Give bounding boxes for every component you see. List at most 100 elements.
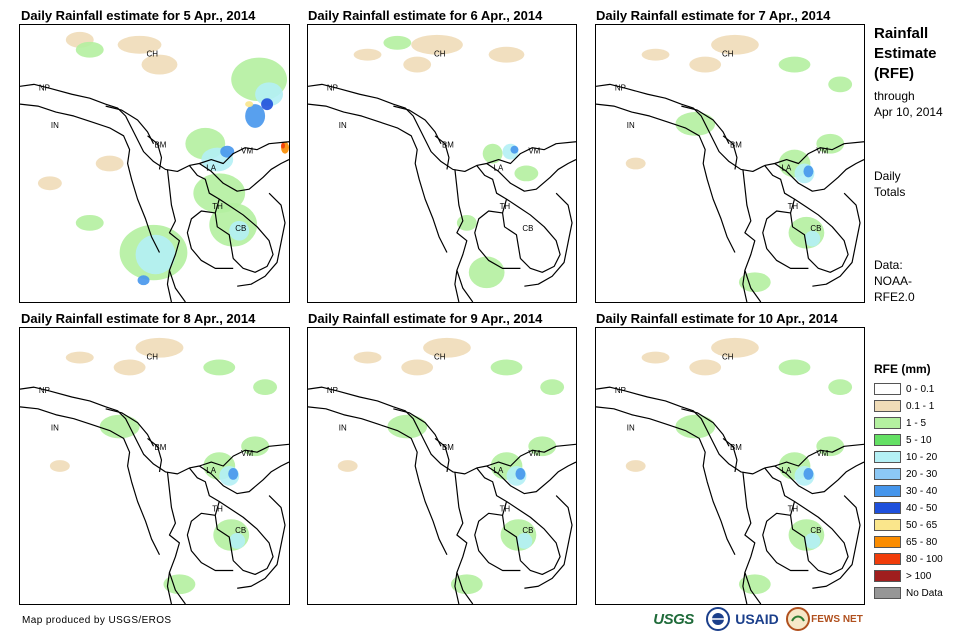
border-line [722,437,738,473]
through-label: through [874,89,915,103]
legend-label: 5 - 10 [906,434,932,446]
rain-patch [488,46,525,63]
rain-patch [403,56,432,73]
rain-patch [255,82,284,107]
rain-patch [203,359,236,376]
rain-patch [482,143,503,164]
border-line [20,406,161,555]
totals-label: Totals [874,185,906,199]
border-line [308,103,448,253]
border-line [774,461,864,495]
country-label-bm: BM [155,443,167,452]
country-label-in: IN [339,121,347,130]
legend-label: 0.1 - 1 [906,400,935,412]
rainfall-map: CH NP IN BM LA VM TH CB [20,31,289,302]
map-panel-apr10: CH NP IN BM LA VM TH CB [595,327,865,605]
rain-patch [49,460,70,472]
legend-label: No Data [906,587,943,599]
rain-patch [675,414,716,439]
legend-item: 40 - 50 [874,500,937,516]
border-line [237,495,286,589]
border-line [214,198,234,259]
border-line [476,467,561,576]
rainfall-map: CH NP IN BM LA VM TH CB [596,34,864,302]
rain-patch [220,145,235,158]
rain-patch [540,379,565,396]
legend-swatch [874,570,901,582]
rain-patch [137,275,150,286]
legend-item: 0.1 - 1 [874,398,934,414]
rain-patch [828,379,853,396]
map-panel-apr6: CH NP IN BM LA VM TH CB [307,24,577,303]
country-label-cb: CB [235,526,246,535]
country-label-bm: BM [155,141,167,150]
usaid-emblem-icon [706,606,730,632]
border-line [308,386,576,475]
legend-swatch [874,553,901,565]
country-label-th: TH [500,504,511,513]
rain-patch [229,220,250,241]
country-label-bm: BM [730,141,742,150]
panel-title-apr9: Daily Rainfall estimate for 9 Apr., 2014 [308,311,543,326]
legend-label: 80 - 100 [906,553,943,565]
country-label-np: NP [327,386,338,395]
rain-patch [804,533,821,549]
border-line [596,406,736,555]
country-label-bm: BM [442,443,454,452]
legend-item: 50 - 65 [874,517,937,533]
border-line [456,270,474,302]
border-line [501,501,522,561]
country-label-vm: VM [241,449,253,458]
rain-patch [245,101,254,108]
rain-patch [514,165,539,182]
country-label-in: IN [339,424,347,433]
through-date: Apr 10, 2014 [874,105,943,119]
map-panel-apr8: CH NP IN BM LA VM TH CB [19,327,290,605]
rain-patch [75,214,104,231]
country-label-cb: CB [235,224,246,233]
rain-patch [804,230,821,247]
border-line [105,408,155,447]
border-line [812,192,861,287]
border-line [166,471,181,604]
country-label-in: IN [51,121,59,130]
rainfall-map: CH NP IN BM LA VM TH CB [596,337,864,604]
legend-swatch [874,434,901,446]
rain-patch [515,467,526,480]
usaid-logo: USAID [731,606,783,632]
country-label-th: TH [212,504,223,513]
country-label-bm: BM [730,443,742,452]
legend-label: 1 - 5 [906,417,927,429]
rainfall-map: CH NP IN BM LA VM TH CB [308,34,576,302]
border-line [474,210,521,269]
panel-title-apr7: Daily Rainfall estimate for 7 Apr., 2014 [596,8,831,23]
panel-title-apr6: Daily Rainfall estimate for 6 Apr., 2014 [308,8,543,23]
rain-patch [778,359,811,376]
rain-patch [228,467,239,480]
border-line [486,159,576,192]
rain-patch [229,533,246,549]
border-line [166,169,181,302]
legend-swatch [874,468,901,480]
data-source-2: RFE2.0 [874,290,915,304]
legend-label: 10 - 20 [906,451,938,463]
rain-patch [803,467,814,480]
rain-patch [625,157,646,170]
border-line [722,135,738,170]
border-line [486,461,576,495]
legend-label: 65 - 80 [906,536,938,548]
rain-patch [135,234,176,275]
rain-patch [490,359,523,376]
border-line [188,467,274,576]
rfe-title-line2: Estimate [874,45,937,62]
legend-item: 65 - 80 [874,534,937,550]
border-line [789,198,810,259]
rain-patch [468,256,505,289]
legend-label: 40 - 50 [906,502,938,514]
rfe-title: Rainfall Estimate (RFE) [874,24,937,84]
border-line [308,83,576,173]
rain-patch [423,337,471,358]
rain-patch [75,41,104,58]
country-label-ch: CH [434,50,446,59]
border-line [742,169,756,302]
